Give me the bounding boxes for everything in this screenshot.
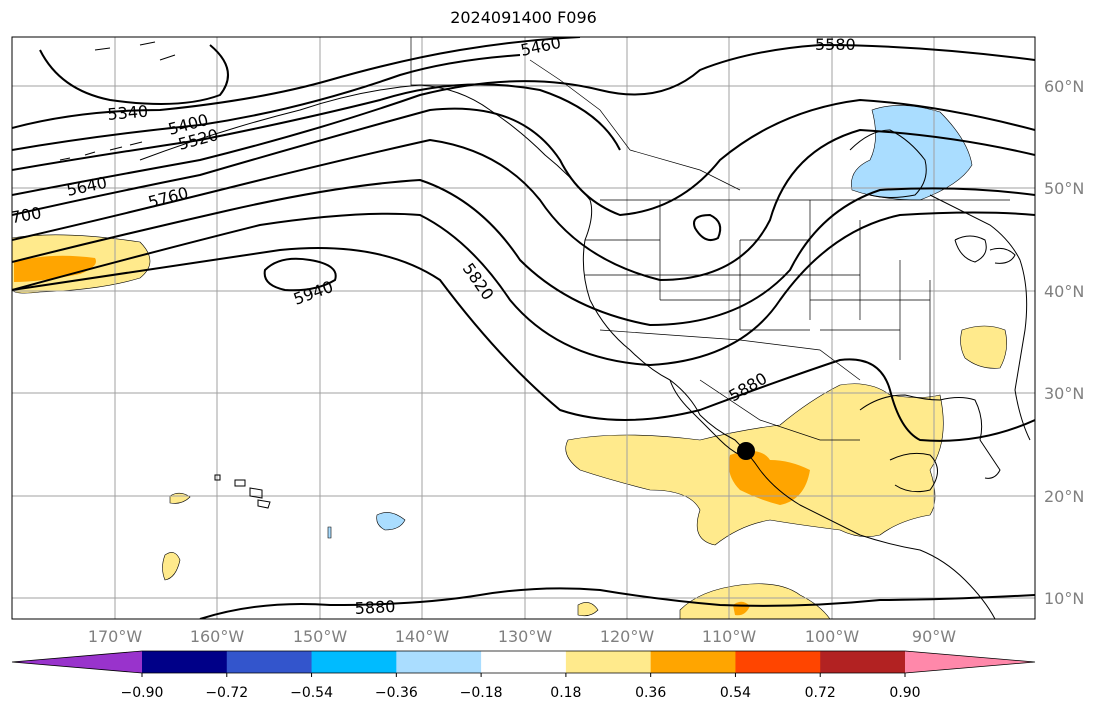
shade-great-lakes [960, 325, 1007, 369]
lon-label-120: 120°W [600, 627, 655, 646]
colorbar: −0.90 −0.72 −0.54 −0.36 −0.18 0.18 0.36 0.54 0.7… [11, 650, 1036, 701]
lon-label-140: 140°W [395, 627, 450, 646]
shade-mexico-core [728, 451, 810, 505]
shade-south [679, 583, 831, 619]
colorbar-swatch [226, 651, 313, 673]
colorbar-extend-high [905, 651, 1035, 673]
political-borders [410, 37, 1010, 441]
shade-patch-blue [376, 512, 406, 531]
contour-label-5340: 5340 [107, 102, 149, 124]
colorbar-swatch [820, 651, 906, 673]
shade-patch-2 [162, 552, 181, 581]
lon-label-130: 130°W [498, 627, 553, 646]
height-contours [12, 37, 1035, 619]
contour-label-5880-south: 5880 [354, 597, 396, 618]
storm-position-dot [737, 442, 755, 460]
lon-label-100: 100°W [805, 627, 860, 646]
lat-label-20: 20°N [1044, 487, 1084, 506]
lat-label-40: 40°N [1044, 282, 1084, 301]
shade-patch-blue-small [327, 526, 332, 539]
lon-label-170: 170°W [88, 627, 143, 646]
lat-label-30: 30°N [1044, 384, 1084, 403]
shade-south-small [577, 602, 599, 617]
lon-label-160: 160°W [190, 627, 245, 646]
lon-label-90: 90°W [912, 627, 956, 646]
coastlines [59, 41, 1031, 619]
anomaly-shading [12, 105, 1007, 619]
map-frame [11, 36, 1036, 620]
map-title: 2024091400 F096 [450, 8, 597, 27]
colorbar-tick-label: −0.18 [460, 685, 503, 701]
shade-west-pacific-core [14, 255, 96, 282]
colorbar-swatch [481, 651, 567, 673]
lon-label-150: 150°W [293, 627, 348, 646]
colorbar-extend-low [12, 651, 142, 673]
colorbar-tick-label: 0.36 [635, 685, 666, 701]
colorbar-swatch [650, 651, 736, 673]
colorbar-swatch [142, 651, 228, 673]
colorbar-swatch [311, 651, 397, 673]
colorbar-swatch [565, 651, 652, 673]
lat-label-10: 10°N [1044, 589, 1084, 608]
contour-label-5580: 5580 [815, 35, 856, 54]
colorbar-tick-label: 0.72 [805, 685, 836, 701]
longitude-labels: 170°W 160°W 150°W 140°W 130°W 120°W 110°… [88, 627, 956, 646]
lat-label-50: 50°N [1044, 179, 1084, 198]
colorbar-tick-label: 0.90 [889, 685, 920, 701]
colorbar-tick-label: −0.54 [290, 685, 333, 701]
colorbar-tick-label: 0.54 [720, 685, 751, 701]
colorbar-tick-label: −0.72 [205, 685, 248, 701]
colorbar-swatch [735, 651, 821, 673]
latitude-labels: 60°N 50°N 40°N 30°N 20°N 10°N [1044, 77, 1084, 608]
lon-label-110: 110°W [702, 627, 757, 646]
colorbar-tick-label: −0.36 [375, 685, 418, 701]
colorbar-tick-label: −0.90 [121, 685, 164, 701]
lat-label-60: 60°N [1044, 77, 1084, 96]
colorbar-tick-label: 0.18 [550, 685, 581, 701]
colorbar-swatch [396, 651, 482, 673]
